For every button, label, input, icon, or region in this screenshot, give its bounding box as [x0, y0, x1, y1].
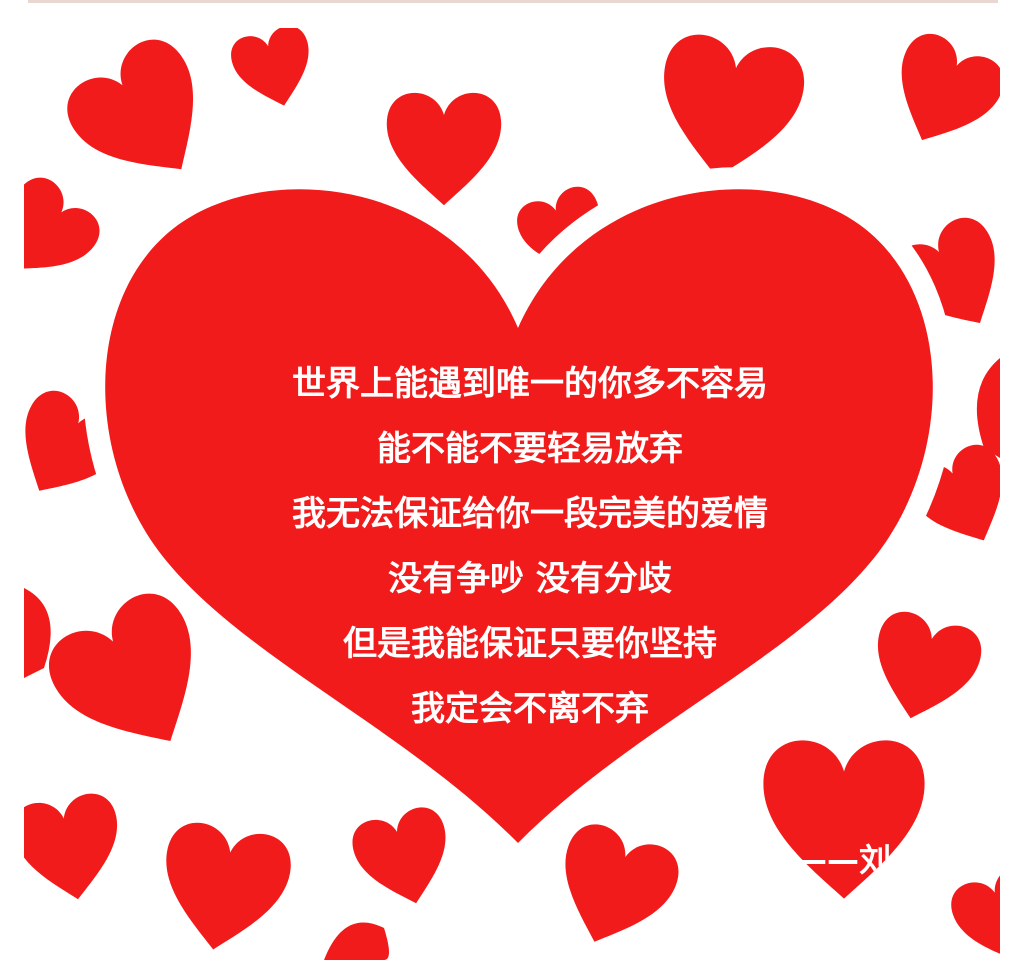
hearts-svg: [24, 28, 1000, 960]
small-heart-icon: [647, 29, 810, 190]
small-heart-icon: [874, 28, 1000, 163]
small-heart-icon: [860, 606, 988, 732]
poem-line: 但是我能保证只要你坚持: [343, 624, 717, 664]
filler-shape: [976, 358, 1000, 458]
small-heart-icon: [54, 28, 235, 207]
big-heart-icon: [105, 189, 933, 843]
top-divider: [28, 0, 998, 3]
small-heart-icon: [24, 789, 130, 909]
heart-pattern-background: [24, 28, 1000, 960]
author-signature: ——刘金昊: [794, 841, 955, 879]
poem-line: 能不能不要轻易放弃: [377, 429, 683, 469]
poem-line: 我定会不离不弃: [411, 689, 649, 729]
poem-text: 世界上能遇到唯一的你多不容易 能不能不要轻易放弃 我无法保证给你一段完美的爱情 …: [230, 360, 830, 750]
small-heart-icon: [347, 802, 462, 916]
poem-line: 没有争吵 没有分歧: [388, 559, 672, 599]
filler-shape: [324, 922, 389, 960]
filler-shape: [24, 588, 51, 678]
small-heart-icon: [151, 817, 296, 960]
poem-line: 我无法保证给你一段完美的爱情: [292, 494, 768, 534]
small-heart-icon: [24, 168, 109, 299]
poem-line: 世界上能遇到唯一的你多不容易: [292, 364, 768, 404]
small-heart-icon: [540, 816, 687, 960]
small-heart-icon: [226, 28, 322, 116]
